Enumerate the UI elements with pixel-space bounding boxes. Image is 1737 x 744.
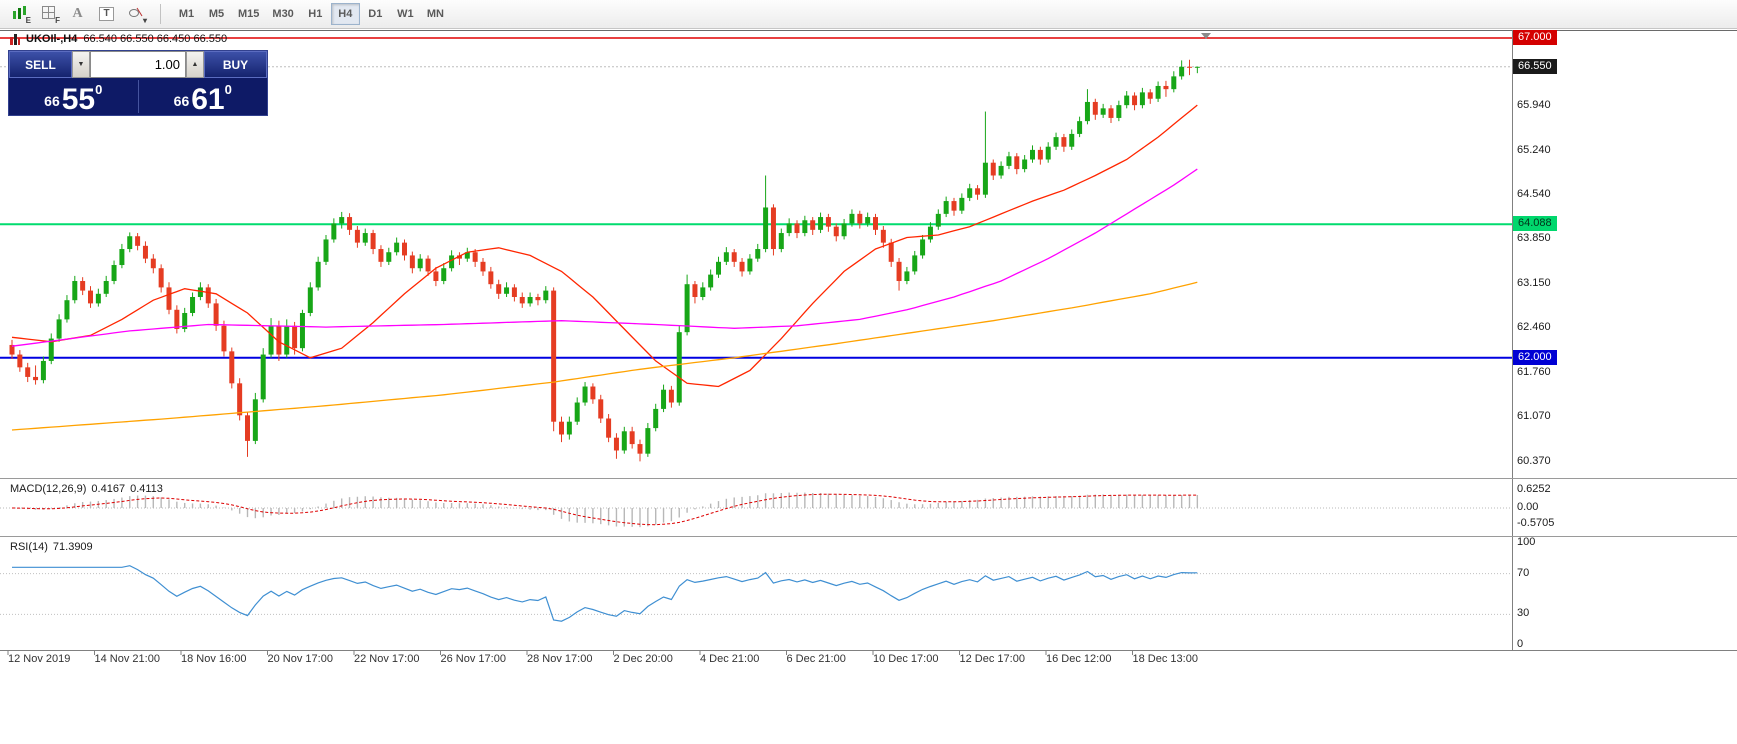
buy-button[interactable]: BUY [204,51,267,78]
timeframe-m15-button[interactable]: M15 [232,3,265,25]
timeframe-h4-button[interactable]: H4 [330,3,360,25]
timeframe-w1-button[interactable]: W1 [391,3,420,25]
font-icon: A [72,6,83,21]
chart-title: UKOIl-,H4 66.540 66.550 66.450 66.550 [10,33,227,45]
price-axis-label: 63.150 [1517,277,1551,290]
time-axis-label: 28 Nov 17:00 [527,653,593,665]
chart-ohlc-values: 66.540 66.550 66.450 66.550 [83,33,228,45]
sell-price-prefix: 66 [44,93,60,109]
rsi-axis-label: 70 [1517,566,1530,579]
price-axis-label: 61.760 [1517,366,1551,379]
indicator-grid-icon [42,6,55,22]
candlesticks [9,59,1200,462]
time-axis-label: 16 Dec 12:00 [1046,653,1112,665]
symbol-icon [10,33,20,45]
ma-slow-line [11,281,1198,431]
draw-shapes-icon [128,6,143,22]
chart-shift-marker-icon [1201,33,1211,39]
chevron-down-icon: ▼ [77,61,85,68]
time-axis-label: 18 Nov 16:00 [181,653,247,665]
price-divider [137,80,139,113]
main-toolbar: E F A T ▾ M1 M5 M15 M30 H1 H4 D1 W1 MN [0,0,1737,29]
price-tag-62.000[interactable]: 62.000 [1513,349,1557,365]
sell-price-big: 55 [61,82,96,116]
expert-chart-sub-label: E [25,16,31,25]
timeframe-h1-button[interactable]: H1 [301,3,330,25]
time-axis-label: 4 Dec 21:00 [700,653,760,665]
indicator-grid-sub-label: F [55,16,60,25]
volume-input[interactable] [90,51,186,78]
price-axis-label: 62.460 [1517,321,1551,334]
price-axis-label: 64.540 [1517,188,1551,201]
timeframe-m1-button[interactable]: M1 [172,3,201,25]
rsi-axis-label: 100 [1517,536,1536,548]
ma-mid-line [11,168,1198,347]
draw-shapes-sub-label: ▾ [142,16,147,25]
rsi-axis-label: 0 [1517,638,1524,650]
time-axis-label: 12 Nov 2019 [8,653,71,665]
buy-price-prefix: 66 [173,93,190,109]
timeframe-d1-button[interactable]: D1 [361,3,390,25]
timeframe-m30-button[interactable]: M30 [266,3,299,25]
price-tag-66.550[interactable]: 66.550 [1513,58,1557,74]
price-axis-label: 61.070 [1517,410,1551,423]
sell-price-sup: 0 [95,82,103,97]
macd-label: MACD(12,26,9) 0.4167 0.4113 [10,483,168,495]
indicator-grid-tool-button[interactable]: F [35,2,62,26]
price-axis-label: 60.370 [1517,454,1551,467]
macd-histogram [19,492,1199,528]
expert-chart-icon [13,6,26,22]
time-axis-label: 14 Nov 21:00 [94,653,160,665]
time-axis-label: 12 Dec 17:00 [959,653,1025,665]
time-axis-label: 10 Dec 17:00 [873,653,939,665]
trade-panel-controls: SELL ▼ ▲ BUY [9,51,267,78]
tool-button-group: E F A T ▾ [6,2,149,26]
macd-axis-label: 0.00 [1517,501,1539,513]
time-axis-label: 26 Nov 17:00 [440,653,506,665]
rsi-value: 71.3909 [52,541,93,553]
buy-price-big: 61 [191,82,225,116]
ma-fast-line [11,104,1198,388]
time-axis-label: 6 Dec 21:00 [786,653,846,665]
time-axis-label: 20 Nov 17:00 [267,653,333,665]
expert-chart-tool-button[interactable]: E [6,2,33,26]
rsi-label: RSI(14) 71.3909 [10,541,98,553]
macd-axis-label: 0.6252 [1517,482,1551,495]
trade-panel-prices: 66 55 0 66 61 0 [9,78,267,115]
price-axis-label: 65.940 [1517,98,1551,111]
timeframe-button-group: M1 M5 M15 M30 H1 H4 D1 W1 MN [172,3,450,25]
chevron-up-icon: ▲ [191,61,199,68]
volume-down-button[interactable]: ▼ [72,51,90,78]
macd-axis-label: -0.5705 [1517,517,1555,530]
macd-name: MACD(12,26,9) [10,483,87,495]
macd-value-signal: 0.4113 [130,483,163,495]
price-tag-64.088[interactable]: 64.088 [1513,216,1557,232]
text-label-icon: T [99,7,114,21]
macd-signal-line [11,493,1198,526]
time-axis-label: 22 Nov 17:00 [354,653,420,665]
rsi-name: RSI(14) [10,541,48,553]
buy-price-sup: 0 [224,82,232,97]
draw-shapes-tool-button[interactable]: ▾ [122,2,149,26]
text-label-tool-button[interactable]: T [93,2,120,26]
volume-up-button[interactable]: ▲ [186,51,204,78]
rsi-axis-label: 30 [1517,607,1530,620]
sell-button[interactable]: SELL [9,51,72,78]
rsi-line [12,565,1198,622]
sell-price-display[interactable]: 66 55 0 [9,78,138,115]
toolbar-separator [160,4,161,24]
chart-symbol-period: UKOIl-,H4 [26,33,78,45]
price-tag-67.000[interactable]: 67.000 [1513,30,1557,45]
time-axis-label: 2 Dec 20:00 [613,653,673,665]
time-axis-label: 18 Dec 13:00 [1132,653,1198,665]
timeframe-mn-button[interactable]: MN [421,3,450,25]
price-axis-label: 65.240 [1517,143,1551,156]
buy-price-display[interactable]: 66 61 0 [139,78,268,115]
price-axis-label: 63.850 [1517,232,1551,245]
font-tool-button[interactable]: A [64,2,91,26]
macd-value-main: 0.4167 [91,483,126,495]
timeframe-m5-button[interactable]: M5 [202,3,231,25]
